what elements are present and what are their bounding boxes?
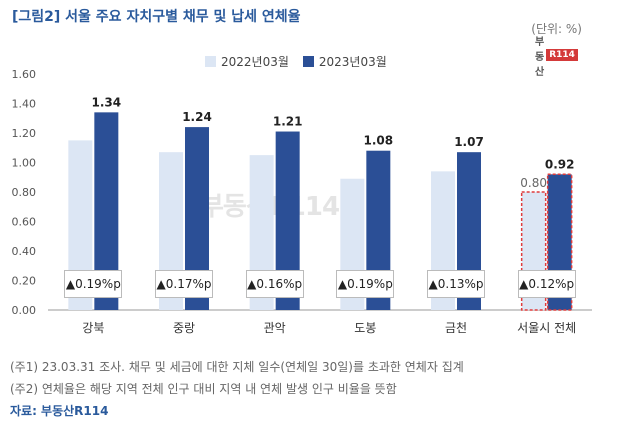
legend-swatch-2023 (302, 56, 314, 67)
data-label-2023: 1.34 (92, 95, 122, 109)
logo-text: 부동산 (535, 36, 545, 78)
legend-item-2023: 2023년03월 (302, 53, 387, 70)
y-tick-label: 1.60 (12, 68, 37, 81)
legend-item-2022: 2022년03월 (205, 53, 289, 70)
y-tick-label: 0.20 (12, 275, 37, 288)
y-tick-label: 1.00 (12, 157, 37, 170)
note-1: (주1) 23.03.31 조사. 채무 및 세금에 대한 지체 일수(연체일 … (10, 360, 464, 374)
data-label-2023: 0.92 (545, 157, 575, 171)
x-tick-label: 강북 (82, 321, 104, 335)
data-label-2023: 1.08 (364, 134, 394, 148)
legend-label-2023: 2023년03월 (318, 55, 387, 69)
data-label-2023: 1.07 (454, 135, 484, 149)
x-tick-label: 도봉 (354, 321, 376, 335)
legend-swatch-2022 (205, 56, 216, 67)
change-box: ▲0.17%p (155, 270, 213, 298)
y-tick-label: 0.40 (12, 245, 37, 258)
change-box: ▲0.19%p (336, 270, 395, 298)
change-box: ▲0.12%p (517, 270, 576, 298)
y-tick-label: 0.00 (12, 304, 37, 317)
note-2: (주2) 연체율은 해당 지역 전체 인구 대비 지역 내 연체 발생 인구 비… (10, 382, 397, 396)
data-label-2023: 1.24 (182, 110, 212, 124)
y-tick-label: 0.60 (12, 216, 37, 229)
change-box: ▲0.16%p (245, 270, 304, 298)
x-tick-label: 서울시 전체 (517, 321, 576, 335)
source-label: 자료: 부동산R114 (10, 404, 109, 418)
change-box: ▲0.13%p (427, 270, 485, 298)
data-label-2022: 0.80 (520, 176, 547, 190)
y-tick-label: 1.20 (12, 127, 37, 140)
legend-label-2022: 2022년03월 (221, 55, 289, 69)
y-tick-label: 0.80 (12, 186, 37, 199)
legend: 2022년03월 2023년03월 (205, 53, 401, 70)
chart-title: [그림2] 서울 주요 자치구별 채무 및 납세 연체율 (12, 9, 301, 25)
change-box: ▲0.19%p (64, 270, 123, 298)
y-tick-label: 1.40 (12, 98, 37, 111)
data-label-2023: 1.21 (273, 115, 303, 129)
unit-label: (단위: %) (531, 22, 582, 36)
x-tick-label: 금천 (445, 320, 467, 335)
x-tick-label: 중랑 (173, 321, 195, 335)
x-tick-label: 관악 (264, 321, 286, 335)
logo-badge: R114 (546, 49, 578, 61)
brand-logo: 부동산 R114 (535, 37, 578, 78)
